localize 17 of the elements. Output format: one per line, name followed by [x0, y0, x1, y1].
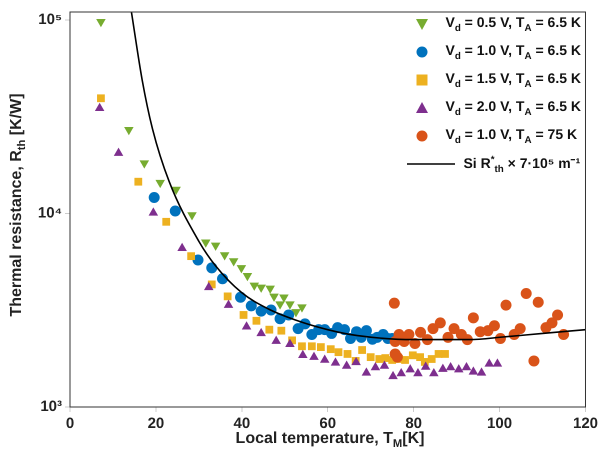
legend-label: V$_{d}$ = 1.0 V, T$_{A}$ = 75 K — [445, 126, 578, 146]
y-tick-label: 10⁴ — [38, 204, 62, 222]
x-tick-label: 60 — [319, 415, 336, 432]
legend-label: Si R$^{*}$$_{th}$ × 7·10⁵ m⁻¹ — [463, 153, 580, 175]
y-tick-label: 10³ — [40, 398, 62, 416]
x-tick-label: 40 — [233, 415, 250, 432]
x-axis-title: Local temperature, T$_{M}$[K] — [236, 430, 424, 450]
legend-label: V$_{d}$ = 2.0 V, T$_{A}$ = 6.5 K — [445, 98, 581, 118]
legend-label: V$_{d}$ = 0.5 V, T$_{A}$ = 6.5 K — [445, 14, 581, 34]
legend-label: V$_{d}$ = 1.0 V, T$_{A}$ = 6.5 K — [445, 42, 581, 62]
x-tick-label: 20 — [148, 415, 164, 432]
x-tick-label: 0 — [66, 415, 74, 432]
x-tick-label: 100 — [487, 415, 512, 432]
legend-label: V$_{d}$ = 1.5 V, T$_{A}$ = 6.5 K — [445, 70, 581, 90]
x-tick-label: 80 — [405, 415, 422, 432]
x-tick-label: 120 — [572, 415, 598, 432]
y-tick-label: 10⁵ — [38, 11, 62, 28]
